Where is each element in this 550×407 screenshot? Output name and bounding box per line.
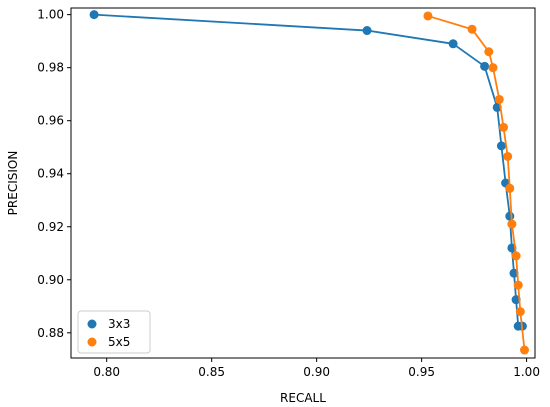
y-tick-label: 0.90	[37, 273, 64, 287]
axes-frame	[70, 7, 536, 359]
data-point-5x5	[494, 94, 504, 104]
data-point-3x3	[496, 141, 506, 151]
legend-label-3x3: 3x3	[108, 317, 130, 331]
legend-marker-5x5	[87, 337, 97, 347]
x-tick-label: 0.90	[303, 365, 330, 379]
data-point-3x3	[480, 61, 490, 71]
x-tick-label: 0.80	[93, 365, 120, 379]
x-axis-label: RECALL	[280, 391, 326, 405]
data-point-3x3	[509, 268, 519, 278]
y-axis-label: PRECISION	[6, 151, 20, 216]
series-3x3	[89, 10, 527, 331]
series-layer	[89, 10, 530, 355]
legend-label-5x5: 5x5	[108, 335, 130, 349]
data-point-5x5	[499, 122, 509, 132]
x-tick-label: 0.85	[198, 365, 225, 379]
data-point-5x5	[503, 151, 513, 161]
series-5x5	[423, 11, 530, 355]
data-point-5x5	[467, 24, 477, 34]
y-tick-label: 0.96	[37, 114, 64, 128]
data-point-5x5	[511, 251, 521, 261]
y-tick-label: 0.92	[37, 220, 64, 234]
data-point-5x5	[513, 280, 523, 290]
data-point-5x5	[520, 345, 530, 355]
data-point-3x3	[505, 211, 515, 221]
data-point-3x3	[89, 10, 99, 20]
y-tick-label: 0.94	[37, 167, 64, 181]
y-tick-label: 0.88	[37, 326, 64, 340]
data-point-5x5	[484, 47, 494, 57]
data-point-5x5	[507, 219, 517, 229]
legend-marker-3x3	[87, 319, 97, 329]
series-line-3x3	[94, 13, 523, 328]
ticks-layer: 0.80 0.85 0.90 0.95 1.00 0.88 0.90 0.92 0.94 0.96…	[37, 8, 540, 379]
x-tick-label: 1.00	[513, 365, 540, 379]
data-point-3x3	[362, 26, 372, 36]
y-tick-label: 0.98	[37, 61, 64, 75]
x-tick-label: 0.95	[408, 365, 435, 379]
plot-area	[70, 7, 536, 359]
data-point-5x5	[423, 11, 433, 21]
series-line-5x5	[427, 15, 526, 351]
y-tick-label: 1.00	[37, 8, 64, 22]
data-point-5x5	[515, 307, 525, 317]
data-point-5x5	[505, 183, 515, 193]
data-point-5x5	[488, 63, 498, 73]
data-point-3x3	[448, 39, 458, 49]
